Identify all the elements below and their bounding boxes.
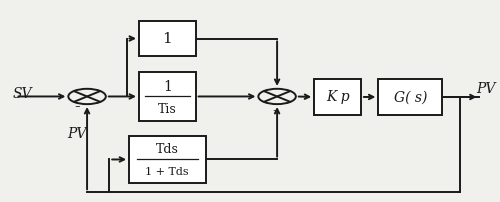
- FancyBboxPatch shape: [139, 22, 196, 57]
- Text: -: -: [272, 102, 278, 119]
- Text: 1 + Tds: 1 + Tds: [146, 166, 189, 176]
- Text: PV: PV: [68, 126, 87, 140]
- Text: 1: 1: [162, 32, 172, 46]
- Text: Tds: Tds: [156, 142, 178, 155]
- Text: SV: SV: [13, 87, 32, 101]
- FancyBboxPatch shape: [129, 136, 206, 183]
- FancyBboxPatch shape: [378, 80, 442, 115]
- Text: G( s): G( s): [394, 90, 427, 104]
- Text: Tis: Tis: [158, 102, 176, 115]
- Text: PV: PV: [476, 82, 496, 96]
- FancyBboxPatch shape: [139, 73, 196, 121]
- Text: 1: 1: [163, 80, 172, 94]
- FancyBboxPatch shape: [314, 80, 361, 115]
- Text: K p: K p: [326, 90, 349, 104]
- Text: -: -: [74, 97, 80, 114]
